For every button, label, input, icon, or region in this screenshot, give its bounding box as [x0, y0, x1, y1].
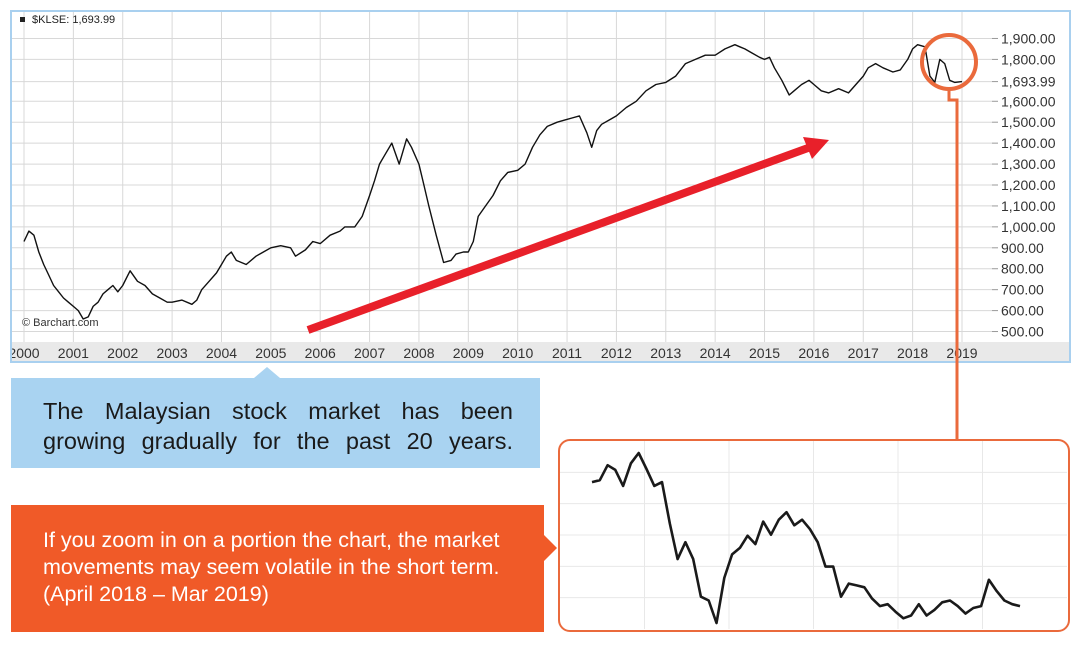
x-tick-label: 2011 [552, 345, 582, 361]
x-tick-label: 2005 [255, 345, 286, 361]
x-axis-band [12, 342, 1069, 361]
x-tick-label: 2018 [897, 345, 928, 361]
y-tick-label: 1,100.00 [1001, 198, 1056, 214]
callout-long-term-text: The Malaysian stock market has been grow… [43, 398, 513, 454]
y-tick-label: 1,600.00 [1001, 93, 1056, 109]
callout-orange-pointer [544, 535, 557, 561]
zoom-inset-svg [560, 441, 1067, 629]
x-tick-label: 2004 [206, 345, 237, 361]
y-tick-label: 800.00 [1001, 261, 1044, 277]
y-tick-label: 1,500.00 [1001, 114, 1056, 130]
series-line-klse [23, 44, 963, 320]
zoom-inset-chart [558, 439, 1070, 632]
x-tick-label: 2010 [502, 345, 533, 361]
x-tick-label: 2000 [12, 345, 40, 361]
x-tick-label: 2013 [650, 345, 681, 361]
y-tick-label: 1,200.00 [1001, 177, 1056, 193]
legend-marker [20, 17, 25, 22]
y-tick-label: 1,900.00 [1001, 30, 1056, 46]
y-tick-label: 900.00 [1001, 240, 1044, 256]
chart-watermark: © Barchart.com [22, 317, 99, 329]
y-tick-label: 1,693.99 [1001, 74, 1056, 90]
x-tick-label: 2002 [107, 345, 138, 361]
y-axis-area [992, 12, 1069, 342]
x-tick-label: 2017 [848, 345, 879, 361]
callout-pointer [254, 367, 280, 378]
y-tick-label: 500.00 [1001, 324, 1044, 340]
main-chart: 2000 2001 2002 2003 2004 2005 2006 2007 2008 2009… [10, 10, 1071, 363]
callout-short-term-text: If you zoom in on a portion the chart, t… [43, 528, 500, 606]
callout-short-term: If you zoom in on a portion the chart, t… [11, 505, 557, 632]
callout-long-term: The Malaysian stock market has been grow… [11, 367, 540, 468]
y-tick-label: 1,800.00 [1001, 51, 1056, 67]
main-chart-svg: 2000 2001 2002 2003 2004 2005 2006 2007 2008 2009… [12, 12, 1069, 361]
y-tick-label: 600.00 [1001, 303, 1044, 319]
x-tick-label: 2009 [453, 345, 484, 361]
x-tick-label: 2012 [601, 345, 632, 361]
x-tick-label: 2006 [305, 345, 336, 361]
x-tick-label: 2016 [798, 345, 829, 361]
x-tick-label: 2019 [946, 345, 977, 361]
x-tick-label: 2007 [354, 345, 385, 361]
x-tick-label: 2001 [58, 345, 89, 361]
chart-title: $KLSE: 1,693.99 [32, 14, 115, 26]
y-tick-label: 1,300.00 [1001, 156, 1056, 172]
zoom-series-line [591, 451, 1021, 625]
y-tick-label: 1,000.00 [1001, 219, 1056, 235]
y-tick-label: 700.00 [1001, 282, 1044, 298]
x-tick-label: 2008 [403, 345, 434, 361]
y-tick-label: 1,400.00 [1001, 135, 1056, 151]
x-tick-label: 2015 [749, 345, 780, 361]
x-tick-label: 2014 [700, 345, 731, 361]
x-tick-label: 2003 [157, 345, 188, 361]
